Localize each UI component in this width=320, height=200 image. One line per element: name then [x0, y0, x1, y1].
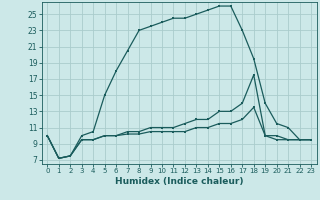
X-axis label: Humidex (Indice chaleur): Humidex (Indice chaleur): [115, 177, 244, 186]
